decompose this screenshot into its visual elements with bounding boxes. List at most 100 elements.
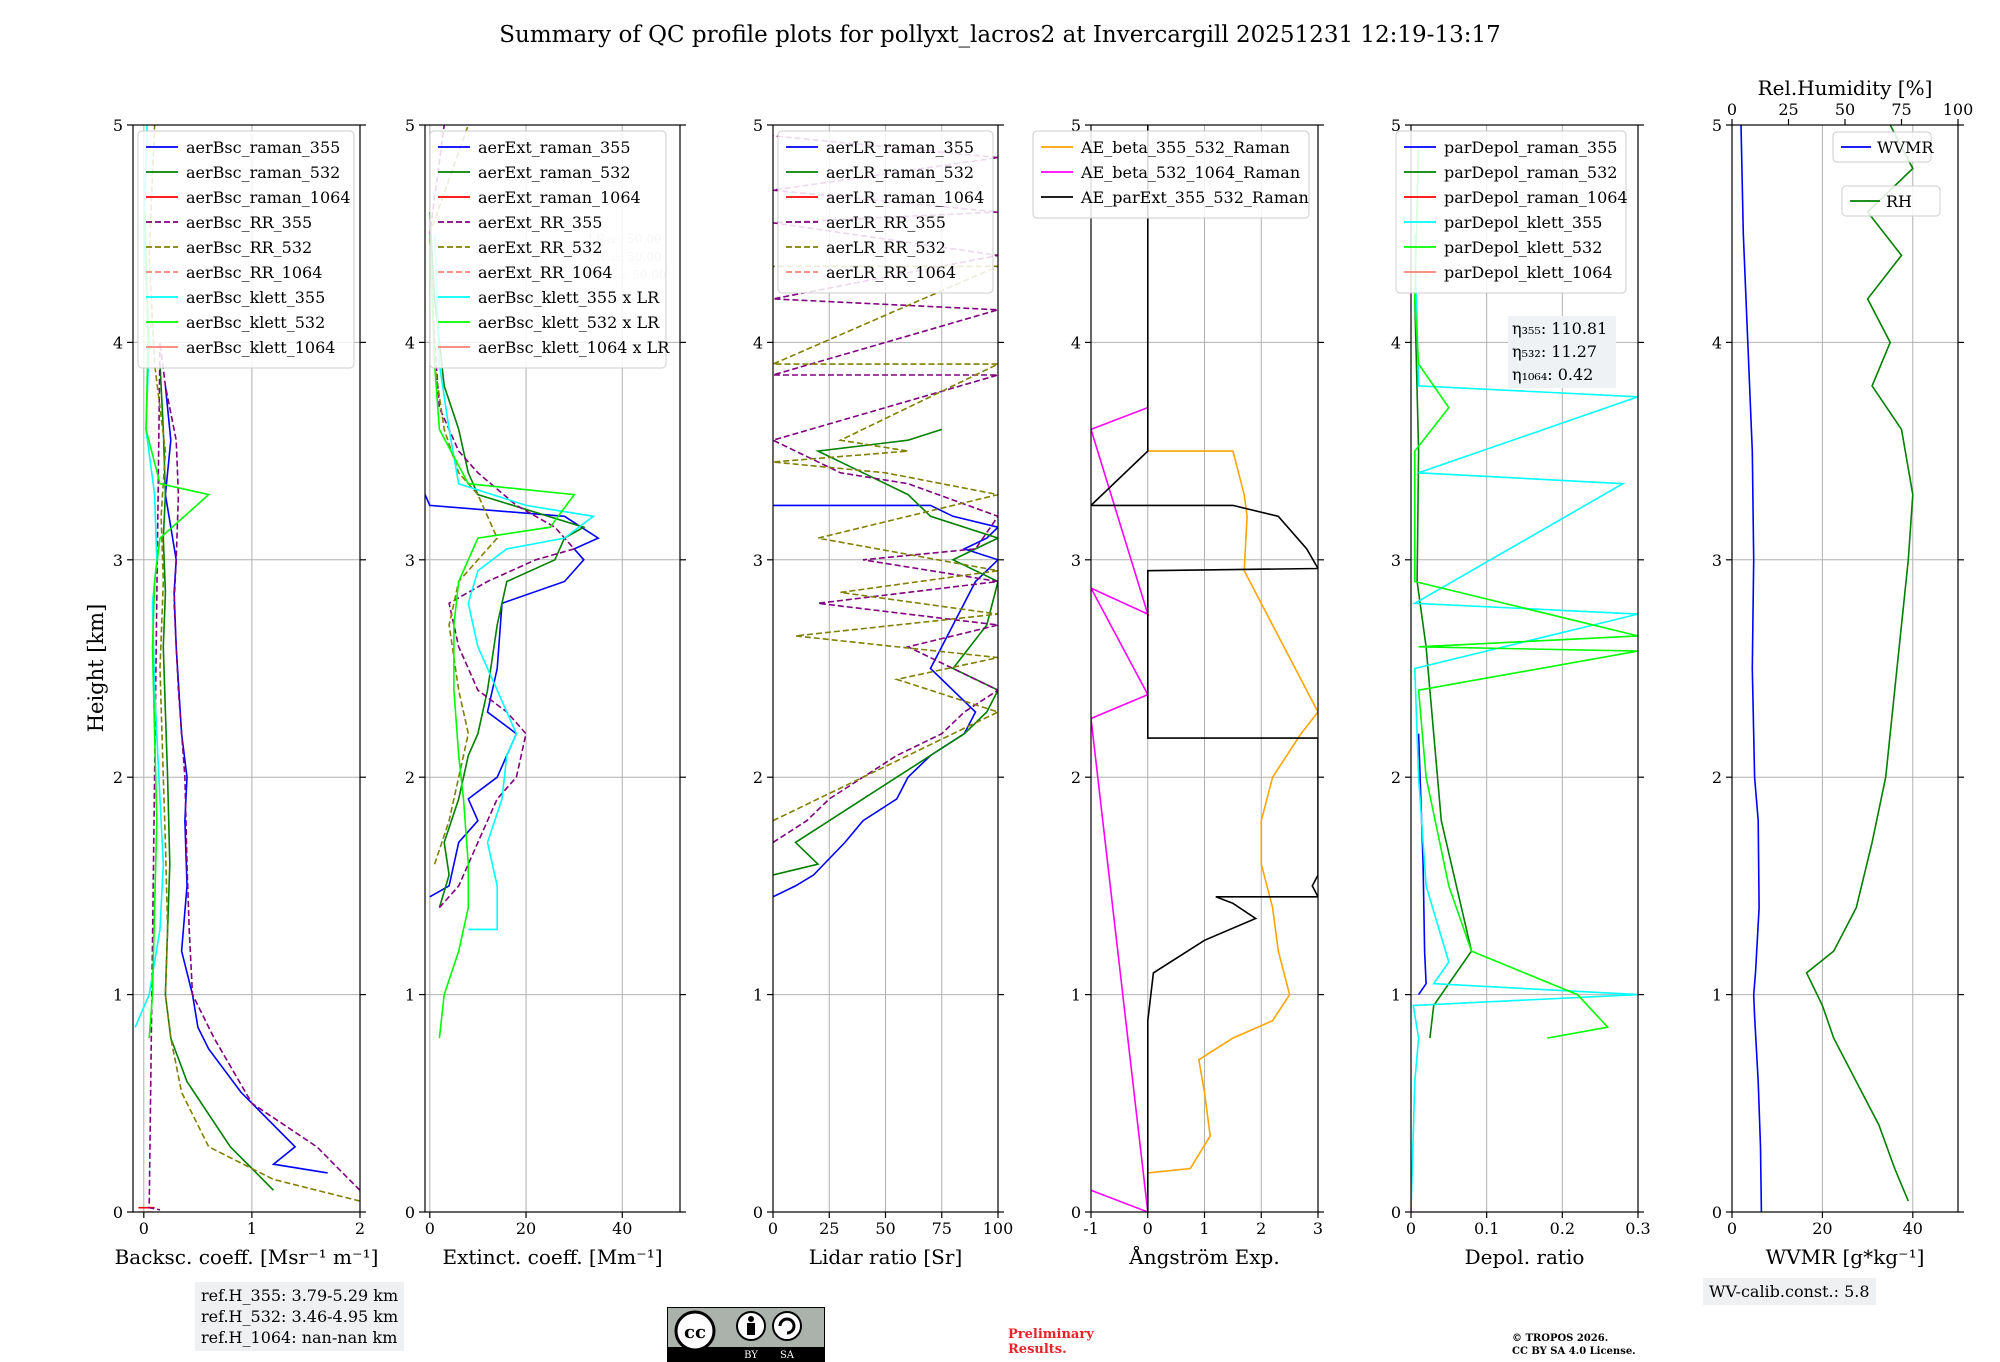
y-tick-label: 3 [1391,551,1401,570]
y-tick-label: 4 [1071,333,1081,352]
y-axis-label: Height [km] [84,604,108,733]
y-tick-label: 3 [753,551,763,570]
series-line-parDepol_klett_532 [1413,146,1638,1039]
y-tick-label: 1 [1712,986,1722,1005]
series-line-aerLR_raman_532 [773,428,998,876]
y-tick-label: 2 [753,768,763,787]
preliminary-note: Preliminary Results. [1008,1327,1094,1357]
y-tick-label: 0 [1712,1203,1722,1222]
series-line-RH [1805,125,1914,1202]
series-line-AE_parExt_355_532_Raman [1091,125,1318,1212]
x-tick-label: 0 [1727,1219,1737,1238]
axes-frame [1410,124,1639,1213]
cc-license-badge: cc BY SA [667,1307,825,1362]
series-line-parDepol_klett_355 [1411,233,1638,1212]
legend-label: parDepol_raman_532 [1444,163,1617,182]
legend-label: aerLR_raman_532 [826,163,974,182]
y-tick-label: 4 [405,333,415,352]
series-line-AE_beta_355_532_Raman [1147,450,1318,1174]
wv-calib-box: WV-calib.const.: 5.8 [1703,1278,1876,1305]
series-line-aerBsc_klett_532 x LR [429,233,576,1039]
legend-box [1841,185,1941,217]
series-group [1411,146,1638,1212]
panel-1: 0 1 2 0 1 2 3 4 5 Backsc. coeff. [Msr⁻¹ m⁻¹] aerBs… [113,116,379,1269]
x-tick-label: 0 [1143,1219,1153,1238]
ref-height-355: ref.H_355: 3.79-5.29 km [201,1286,399,1305]
series-line-aerExt_RR_355 [428,125,576,909]
legend-label: AE_parExt_355_532_Raman [1080,188,1309,207]
x-tick-label: 2 [1256,1219,1266,1238]
legend-box [1832,131,1932,163]
legend-label: aerLR_RR_1064 [826,263,956,282]
axes-frame [1731,124,1959,1213]
x-axis-label: Ångström Exp. [1128,1244,1279,1269]
legend-label: aerLR_raman_355 [826,138,974,157]
x-tick-label: 1 [1199,1219,1209,1238]
series-line-aerBsc_raman_532 [159,364,275,1191]
x-tick-label: 0 [425,1219,435,1238]
legend-label: aerExt_RR_1064 [478,263,613,282]
y-tick-label: 5 [753,116,763,135]
ref-height-1064: ref.H_1064: nan-nan km [201,1328,398,1347]
series-line-aerExt_raman_355 [425,494,600,898]
x-tick-label: 50 [875,1219,895,1238]
legend-label: AE_beta_355_532_Raman [1080,138,1290,157]
series-line-AE_beta_532_1064_Raman [1091,406,1150,1212]
cc-icon [674,1310,716,1352]
legend-label: aerExt_RR_355 [478,213,602,232]
preliminary-line-1: Preliminary [1008,1327,1094,1342]
y-tick-label: 4 [1712,333,1722,352]
x-tick-label: 20 [1812,1219,1832,1238]
legend-label: parDepol_klett_1064 [1444,263,1613,282]
top-tick-label: 25 [1778,100,1798,119]
series-line-aerBsc_RR_355 [148,342,360,1211]
ref-height-532: ref.H_532: 3.46-4.95 km [201,1307,399,1326]
y-tick-label: 2 [113,768,123,787]
y-tick-label: 5 [1712,116,1722,135]
panel-3: 0 25 50 75 100 0 1 2 3 4 5 Lidar ratio [Sr] aerLR_ra… [753,116,1013,1269]
y-tick-label: 5 [405,116,415,135]
x-tick-label: 20 [516,1219,536,1238]
y-tick-label: 1 [1391,986,1401,1005]
legend-label: aerBsc_klett_1064 x LR [478,338,670,357]
legend-label: aerLR_RR_532 [826,238,946,257]
x-tick-label: 3 [1313,1219,1323,1238]
series-group [773,135,998,898]
y-tick-label: 4 [753,333,763,352]
y-tick-label: 3 [113,551,123,570]
preliminary-line-2: Results. [1008,1342,1067,1357]
y-tick-label: 3 [1071,551,1081,570]
y-tick-label: 3 [405,551,415,570]
series-line-aerBsc_raman_355 [164,385,328,1174]
legend-label: WVMR [1877,138,1934,157]
legend-label: aerBsc_RR_532 [186,238,312,257]
series-line-parDepol_raman_532 [1414,298,1473,1039]
copyright-note: © TROPOS 2026. CC BY SA 4.0 License. [1512,1332,1636,1358]
series-line-aerLR_RR_532 [773,265,998,822]
axes-frame [424,124,681,1213]
legend-label: parDepol_raman_1064 [1444,188,1628,207]
x-tick-label: 40 [1903,1219,1923,1238]
copyright-line-2: CC BY SA 4.0 License. [1512,1346,1636,1357]
top-axis-label: Rel.Humidity [%] [1758,76,1933,100]
legend-label: aerBsc_klett_532 [186,313,325,332]
x-axis-label: Lidar ratio [Sr] [809,1245,963,1269]
x-tick-label: 100 [983,1219,1014,1238]
legend-label: RH [1886,192,1912,211]
eta-value: η₅₃₂: 11.27 [1512,342,1597,361]
y-tick-label: 0 [1071,1203,1081,1222]
legend-label: aerBsc_raman_355 [186,138,340,157]
cc-text: cc [684,1322,706,1343]
series-group [1740,125,1914,1212]
sa-icon [772,1311,802,1341]
legend-label: aerBsc_klett_532 x LR [478,313,660,332]
y-tick-label: 3 [1712,551,1722,570]
top-tick-label: 0 [1727,100,1737,119]
x-tick-label: 75 [932,1219,952,1238]
x-tick-label: 0.1 [1474,1219,1499,1238]
eta-value: η₁₀₆₄: 0.42 [1512,365,1593,384]
legend-label: aerExt_RR_532 [478,238,602,257]
legend-box [429,130,667,369]
y-tick-label: 2 [405,768,415,787]
y-tick-label: 4 [113,333,123,352]
